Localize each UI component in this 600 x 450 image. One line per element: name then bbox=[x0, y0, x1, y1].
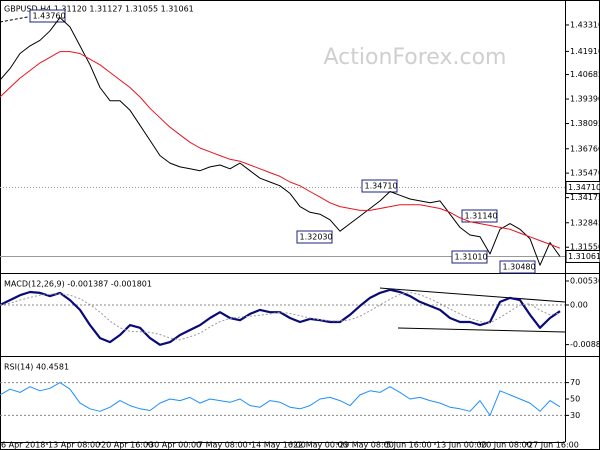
panel-title: RSI(14) 40.4581 bbox=[4, 363, 69, 372]
y-tick-label: 1.40685 bbox=[570, 70, 600, 79]
y-tick-label: 1.36760 bbox=[570, 144, 600, 153]
price-level-box bbox=[565, 181, 600, 195]
series-line bbox=[0, 288, 561, 346]
series-line bbox=[0, 17, 561, 266]
x-tick-label: 27 Jun 16:00 bbox=[528, 441, 579, 450]
trend-line bbox=[397, 327, 566, 333]
panel-title: MACD(12,26,9) -0.001387 -0.001801 bbox=[4, 280, 152, 289]
y-tick-label: -0.008855 bbox=[570, 340, 600, 349]
x-tick-label: 22 May 00:00 bbox=[293, 441, 348, 450]
y-tick-label: 1.39390 bbox=[570, 95, 600, 104]
x-tick-label: 14 May 16:00 bbox=[251, 441, 306, 450]
y-tick-label: 70 bbox=[570, 378, 580, 387]
x-tick-label: 13 Apr 08:00 bbox=[48, 441, 100, 450]
x-tick-label: 13 Jun 00:00 bbox=[436, 441, 487, 450]
annotation-box bbox=[296, 230, 333, 244]
annotation: 1.34710 bbox=[365, 182, 398, 191]
y-tick-label: 0.005368 bbox=[570, 277, 600, 286]
annotation: 1.32030 bbox=[300, 233, 333, 242]
y-tick-label: 1.38095 bbox=[570, 119, 600, 128]
annotation: 1.31140 bbox=[465, 212, 498, 221]
annotation-box bbox=[361, 179, 398, 193]
x-tick-label: 29 May 08:00 bbox=[339, 441, 394, 450]
y-tick-label: 1.34175 bbox=[570, 193, 600, 202]
annotation: 1.43760 bbox=[33, 12, 66, 21]
annotation: 1.30480 bbox=[503, 263, 536, 272]
annotation-box bbox=[451, 250, 488, 264]
price-level-box bbox=[565, 249, 600, 263]
y-tick-label: 1.35470 bbox=[570, 169, 600, 178]
y-tick-label: 30 bbox=[570, 411, 580, 420]
y-tick-label: 1.31550 bbox=[570, 243, 600, 252]
series-line bbox=[0, 292, 561, 341]
x-tick-label: 5 Jun 16:00 bbox=[386, 441, 432, 450]
y-tick-label: 1.32845 bbox=[570, 218, 600, 227]
panel-title: GBPUSD,H4 1.31120 1.31127 1.31055 1.3106… bbox=[4, 5, 194, 14]
x-tick-label: 20 Apr 16:00 bbox=[101, 441, 153, 450]
annotation: 1.31010 bbox=[455, 253, 488, 262]
x-tick-label: 30 Apr 00:00 bbox=[149, 441, 201, 450]
series-line bbox=[0, 382, 561, 416]
y-tick-label: 1.41910 bbox=[570, 47, 600, 56]
y-tick-label: 0.00 bbox=[570, 301, 588, 310]
y-tick-label: 50 bbox=[570, 395, 580, 404]
x-tick-label: 6 Apr 2018 bbox=[1, 441, 45, 450]
y-tick-label: 1.43310 bbox=[570, 20, 600, 29]
trend-line bbox=[379, 287, 566, 303]
x-tick-label: 20 Jun 08:00 bbox=[481, 441, 532, 450]
annotation-box bbox=[461, 209, 498, 223]
watermark: ActionForex.com bbox=[324, 45, 507, 70]
x-tick-label: 7 May 08:00 bbox=[198, 441, 248, 450]
price-level-label: 1.34710 bbox=[568, 183, 600, 192]
annotation-box bbox=[29, 9, 66, 23]
series-line bbox=[0, 51, 561, 249]
annotation-box bbox=[499, 260, 536, 274]
price-level-label: 1.31061 bbox=[568, 252, 600, 261]
